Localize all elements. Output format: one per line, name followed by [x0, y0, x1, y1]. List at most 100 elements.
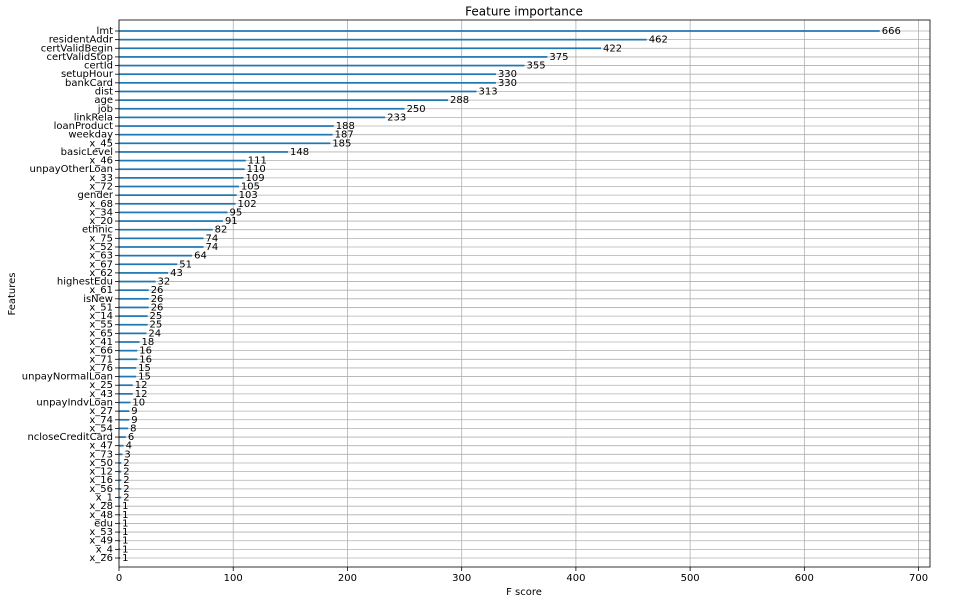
- data-label: 1: [122, 536, 128, 547]
- chart-title: Feature importance: [465, 5, 583, 19]
- bar: [119, 107, 405, 110]
- y-tick-label: job: [97, 104, 113, 115]
- bar: [119, 263, 178, 266]
- data-label: 1: [122, 501, 128, 512]
- y-tick-label: x_62: [89, 268, 113, 279]
- data-label: 288: [450, 95, 469, 106]
- data-label: 188: [336, 121, 355, 132]
- y-tick-label: loanProduct: [54, 121, 113, 132]
- bar: [119, 237, 204, 240]
- data-label: 250: [407, 104, 426, 115]
- bar: [119, 159, 246, 162]
- bar: [119, 401, 131, 404]
- y-tick-label: bankCard: [65, 78, 113, 89]
- data-label: 95: [230, 207, 243, 218]
- bar: [119, 202, 236, 205]
- bar: [119, 505, 121, 508]
- data-label: 462: [649, 35, 668, 46]
- y-tick-label: certValidStop: [46, 52, 113, 63]
- data-label: 15: [138, 363, 151, 374]
- y-tick-label: gender: [78, 190, 114, 201]
- bar: [119, 375, 137, 378]
- data-label: 12: [135, 380, 148, 391]
- x-axis-label: F score: [506, 587, 542, 598]
- bar: [119, 81, 496, 84]
- bar: [119, 272, 169, 274]
- y-tick-label: x_76: [89, 363, 113, 374]
- data-label: 110: [247, 164, 266, 175]
- bar: [119, 453, 123, 456]
- data-label: 25: [150, 311, 163, 322]
- data-label: 666: [882, 26, 901, 37]
- data-label: 2: [123, 493, 129, 504]
- bar: [119, 211, 228, 214]
- x-tick-label: 200: [338, 573, 357, 584]
- y-tick-label: x_43: [89, 389, 113, 400]
- y-tick-label: x_71: [89, 354, 113, 365]
- x-tick-label: 100: [224, 573, 243, 584]
- y-tick-label: x_45: [89, 138, 113, 149]
- y-tick-label: x_27: [89, 406, 113, 417]
- data-label: 105: [241, 182, 260, 193]
- bar: [119, 228, 213, 231]
- y-tick-label: x_28: [89, 501, 113, 512]
- y-tick-label: x_16: [89, 475, 113, 486]
- data-label: 187: [335, 130, 354, 141]
- y-tick-label: x_26: [89, 553, 113, 564]
- data-label: 1: [122, 510, 128, 521]
- data-label: 74: [206, 233, 219, 244]
- data-label: 233: [387, 112, 406, 123]
- bar: [119, 177, 244, 179]
- bar: [119, 38, 647, 41]
- y-tick-label: x_54: [89, 423, 113, 434]
- data-label: 64: [194, 251, 207, 262]
- bar: [119, 168, 245, 171]
- x-tick-label: 500: [681, 573, 700, 584]
- y-tick-label: dist: [95, 86, 113, 97]
- bar: [119, 367, 137, 369]
- data-label: 9: [131, 406, 137, 417]
- data-label: 74: [206, 242, 219, 253]
- bar: [119, 194, 237, 197]
- data-label: 355: [527, 61, 546, 72]
- bar: [119, 444, 124, 447]
- y-axis-label: Features: [7, 273, 18, 316]
- data-label: 8: [130, 423, 136, 434]
- bar: [119, 410, 130, 412]
- data-label: 375: [549, 52, 568, 63]
- y-tick-label: highestEdu: [57, 277, 113, 288]
- bar: [119, 125, 334, 127]
- y-tick-label: x_12: [89, 467, 113, 478]
- data-label: 26: [151, 302, 164, 313]
- y-tick-label: x_73: [89, 449, 113, 460]
- data-label: 91: [225, 216, 238, 227]
- bar: [119, 349, 138, 352]
- data-label: 1: [122, 544, 128, 555]
- bar: [119, 315, 148, 317]
- y-tick-label: x_74: [89, 415, 113, 426]
- data-label: 3: [124, 449, 130, 460]
- y-tick-label: ethnic: [82, 225, 113, 236]
- data-label: 1: [122, 553, 128, 564]
- y-tick-label: x_50: [89, 458, 113, 469]
- bar: [119, 427, 129, 430]
- bar: [119, 384, 133, 387]
- bar: [119, 246, 204, 248]
- data-label: 109: [246, 173, 265, 184]
- y-tick-label: x_25: [89, 380, 113, 391]
- bar: [119, 220, 223, 222]
- bar: [119, 254, 193, 257]
- bar: [119, 142, 331, 145]
- data-label: 2: [123, 467, 129, 478]
- bar: [119, 332, 147, 335]
- data-label: 103: [239, 190, 258, 201]
- bar: [119, 470, 122, 473]
- x-tick-label: 400: [566, 573, 585, 584]
- bar: [119, 99, 448, 101]
- data-label: 25: [150, 320, 163, 331]
- data-label: 4: [126, 441, 132, 452]
- y-tick-label: edu: [94, 518, 113, 529]
- bar: [119, 90, 477, 93]
- bar: [119, 557, 121, 559]
